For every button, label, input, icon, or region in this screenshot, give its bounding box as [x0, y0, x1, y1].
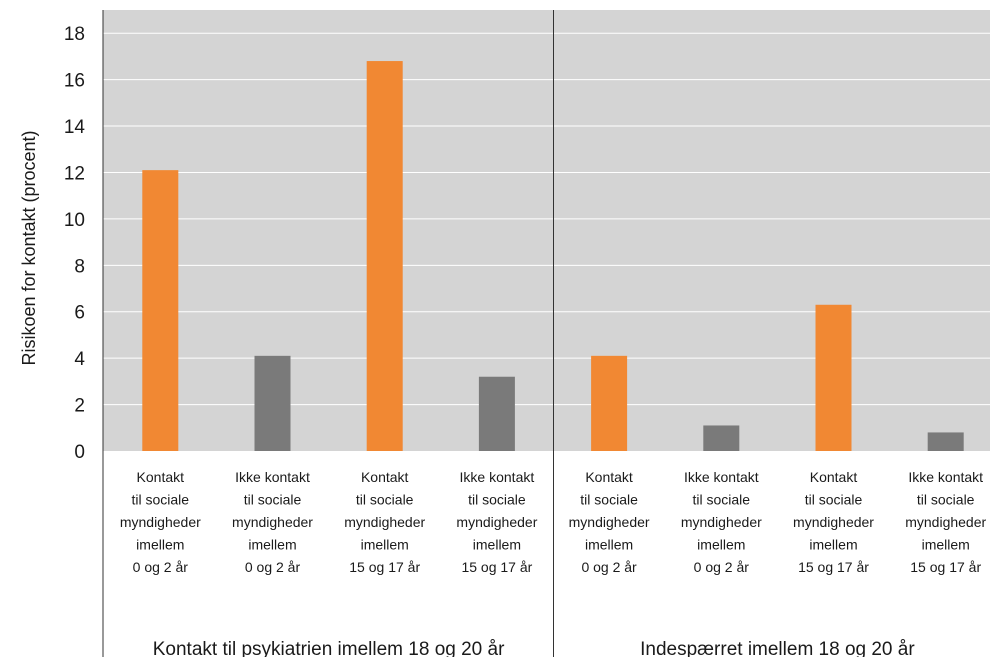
y-tick-label: 18: [64, 24, 85, 45]
category-label-line: 0 og 2 år: [133, 559, 189, 575]
category-label-line: imellem: [922, 537, 970, 553]
gridlines: [103, 32, 990, 406]
category-label-line: Ikke kontakt: [460, 469, 535, 485]
y-tick-label: 8: [74, 256, 85, 277]
category-label-line: Kontakt: [585, 469, 633, 485]
category-label-line: imellem: [361, 537, 409, 553]
category-label: Kontakt til sociale myndigheder imellem 0 og…: [120, 469, 201, 575]
category-label-line: Ikke kontakt: [908, 469, 983, 485]
category-label-line: til sociale: [693, 492, 751, 508]
category-label: Ikke kontakt til sociale myndigheder imelle…: [232, 469, 313, 575]
category-label-line: 0 og 2 år: [245, 559, 301, 575]
category-label: Kontakt til sociale myndigheder imellem 15 o…: [793, 469, 874, 575]
category-label-line: myndigheder: [793, 514, 874, 530]
category-label: Ikke kontakt til sociale myndigheder imelle…: [905, 469, 986, 575]
category-label-line: imellem: [473, 537, 521, 553]
bars: [142, 61, 964, 451]
category-label-line: 0 og 2 år: [581, 559, 637, 575]
bar-kontakt: [366, 61, 403, 451]
category-label-line: Kontakt: [137, 469, 185, 485]
y-tick-label: 12: [64, 163, 85, 184]
category-label-line: til sociale: [805, 492, 863, 508]
y-tick-labels: 0 2 4 6 8 10 12 14 16 18: [64, 24, 86, 463]
category-label-line: myndigheder: [344, 514, 425, 530]
group-labels: Kontakt til psykiatrien imellem 18 og 20…: [153, 639, 916, 657]
category-label: Ikke kontakt til sociale myndigheder imelle…: [456, 469, 537, 575]
category-label-line: myndigheder: [120, 514, 201, 530]
bar-ikke-kontakt: [703, 425, 740, 451]
bar-kontakt: [815, 304, 852, 451]
category-label-line: 15 og 17 år: [461, 559, 532, 575]
category-label: Kontakt til sociale myndigheder imellem 0 og…: [569, 469, 650, 575]
category-label-line: imellem: [248, 537, 296, 553]
category-label-line: Kontakt: [361, 469, 409, 485]
bar-ikke-kontakt: [478, 376, 515, 451]
category-label-line: imellem: [136, 537, 184, 553]
y-tick-label: 0: [74, 442, 85, 463]
category-label-line: Kontakt: [810, 469, 858, 485]
category-label-line: myndigheder: [232, 514, 313, 530]
category-label-line: til sociale: [917, 492, 975, 508]
group-label: Indespærret imellem 18 og 20 år: [640, 639, 915, 657]
dividers: [102, 10, 554, 657]
category-label-line: til sociale: [468, 492, 526, 508]
group-label: Kontakt til psykiatrien imellem 18 og 20…: [153, 639, 505, 657]
category-label-line: myndigheder: [456, 514, 537, 530]
category-label-line: 15 og 17 år: [910, 559, 981, 575]
category-label-line: myndigheder: [905, 514, 986, 530]
category-label-line: myndigheder: [681, 514, 762, 530]
category-label-line: imellem: [809, 537, 857, 553]
y-tick-label: 6: [74, 303, 85, 324]
bar-kontakt: [591, 355, 628, 451]
y-tick-label: 16: [64, 71, 85, 92]
category-label-line: 15 og 17 år: [798, 559, 869, 575]
category-label-line: Ikke kontakt: [684, 469, 759, 485]
category-label-line: Ikke kontakt: [235, 469, 310, 485]
category-label-line: imellem: [585, 537, 633, 553]
category-label-line: imellem: [697, 537, 745, 553]
category-label-line: myndigheder: [569, 514, 650, 530]
y-tick-label: 14: [64, 117, 86, 138]
category-label-line: til sociale: [580, 492, 638, 508]
category-label-line: 0 og 2 år: [694, 559, 750, 575]
category-label-line: til sociale: [356, 492, 414, 508]
category-label-line: 15 og 17 år: [349, 559, 420, 575]
y-tick-label: 10: [64, 210, 85, 231]
category-labels: Kontakt til sociale myndigheder imellem 0 og…: [120, 469, 987, 575]
y-tick-label: 2: [74, 396, 85, 417]
bar-ikke-kontakt: [254, 355, 291, 451]
bar-ikke-kontakt: [927, 432, 964, 451]
category-label-line: til sociale: [132, 492, 190, 508]
plot-background: [103, 10, 990, 451]
category-label: Ikke kontakt til sociale myndigheder imelle…: [681, 469, 762, 575]
category-label: Kontakt til sociale myndigheder imellem 15 o…: [344, 469, 425, 575]
y-axis-title: Risikoen for kontakt (procent): [19, 130, 39, 365]
bar-kontakt: [142, 170, 179, 451]
category-label-line: til sociale: [244, 492, 302, 508]
y-tick-label: 4: [74, 349, 85, 370]
